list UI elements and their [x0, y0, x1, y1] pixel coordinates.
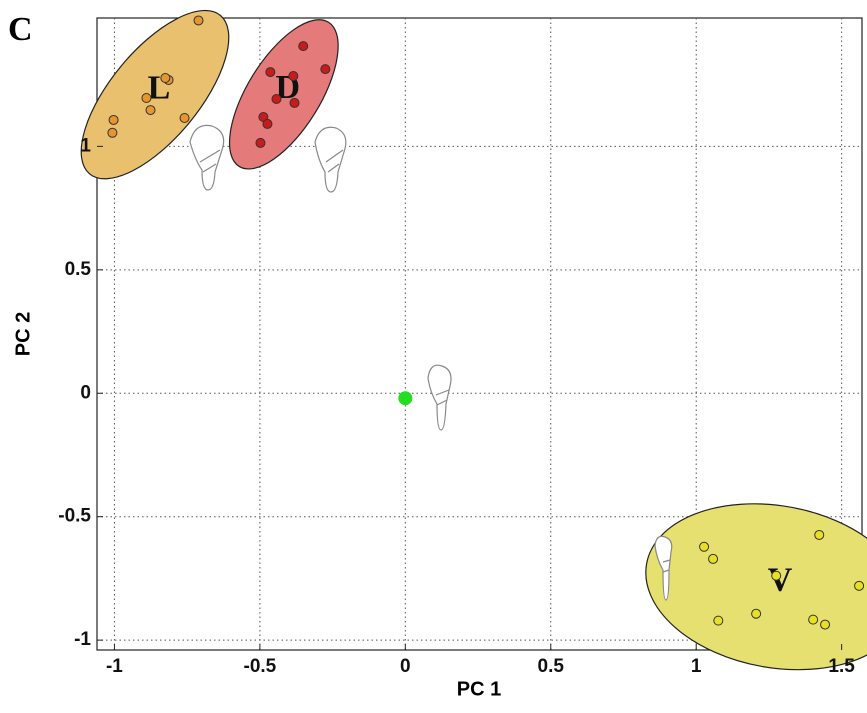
point [288, 71, 299, 82]
x-tick-label: 1.5 [828, 656, 855, 677]
x-tick-label: 0 [400, 656, 411, 677]
point [699, 541, 710, 552]
point [289, 97, 300, 108]
point [141, 92, 152, 103]
point [713, 615, 724, 626]
point [708, 553, 719, 564]
group-ellipse [645, 503, 867, 671]
group-ellipse [80, 9, 230, 180]
panel-label: C [8, 11, 33, 48]
point [255, 137, 266, 148]
point [820, 619, 831, 630]
group-ellipse [228, 19, 339, 170]
point [262, 118, 273, 129]
x-axis-label: PC 1 [457, 678, 501, 700]
y-tick-label: -0.5 [58, 506, 91, 527]
point [179, 112, 190, 123]
shape-icon [314, 126, 347, 193]
y-tick-label: 1 [80, 135, 91, 156]
shape-icon [189, 124, 225, 191]
group-label: V [768, 562, 793, 599]
x-tick-label: -0.5 [244, 656, 277, 677]
point [751, 608, 762, 619]
point [265, 67, 276, 78]
point [160, 72, 171, 83]
point [814, 529, 825, 540]
y-axis-label: PC 2 [12, 312, 34, 356]
shape-icon [654, 535, 673, 601]
point [108, 114, 119, 125]
point [145, 105, 156, 116]
y-tick-label: 0.5 [65, 259, 92, 280]
x-tick-label: 0.5 [538, 656, 565, 677]
shape-icon [427, 364, 452, 431]
y-tick-label: -1 [74, 629, 91, 650]
point [320, 64, 331, 75]
marks [80, 9, 867, 671]
point [854, 580, 865, 591]
y-tick-label: 0 [80, 382, 91, 403]
x-tick-label: -1 [106, 656, 123, 677]
shape-icons [189, 124, 673, 601]
point [298, 41, 309, 52]
point [808, 614, 819, 625]
x-tick-label: 1 [691, 656, 702, 677]
point [771, 570, 782, 581]
point [193, 15, 204, 26]
center-point [398, 391, 413, 406]
point [271, 93, 282, 104]
point [107, 127, 118, 138]
